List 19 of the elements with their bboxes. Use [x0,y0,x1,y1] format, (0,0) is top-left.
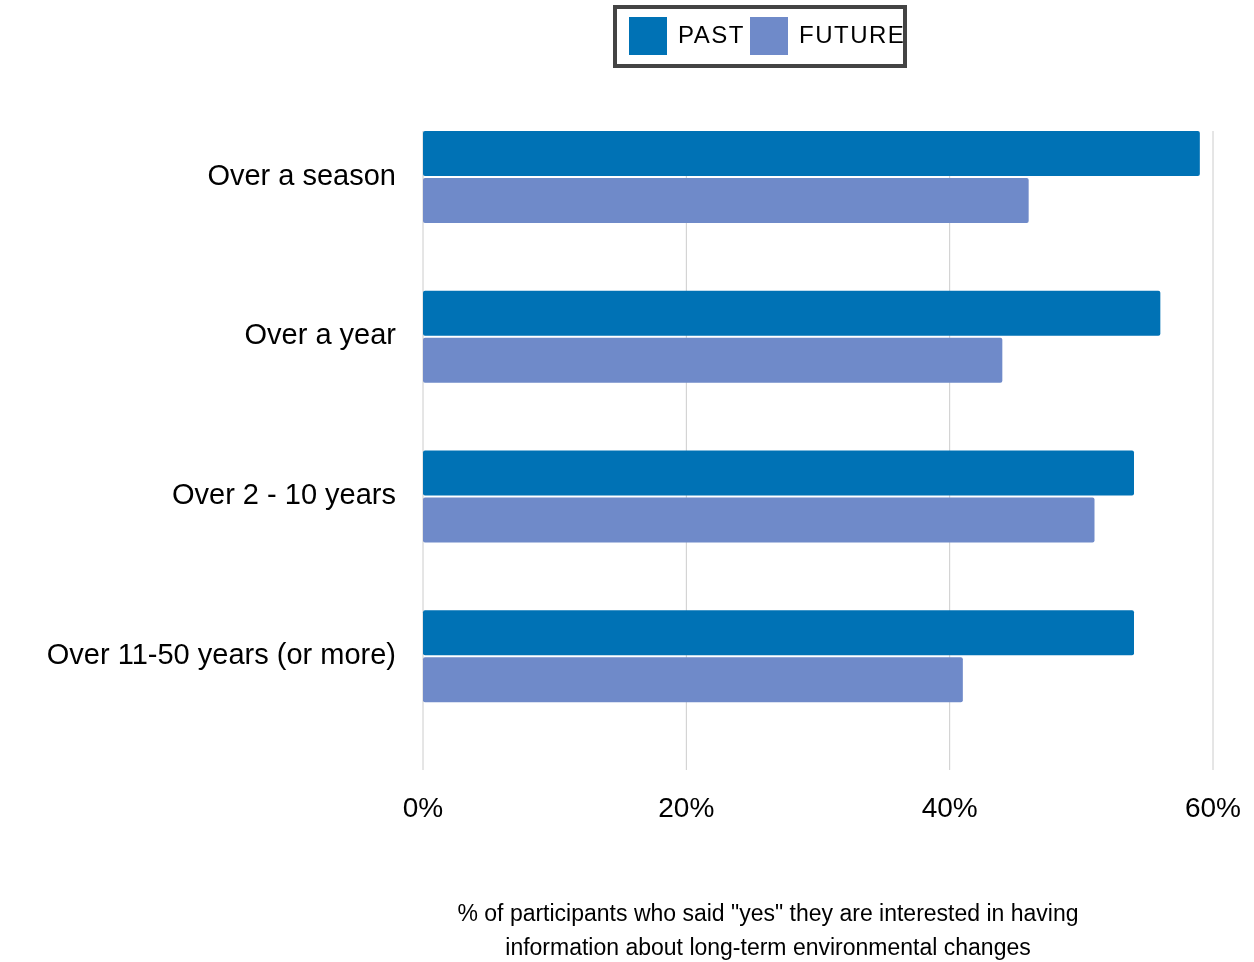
x-tick-label: 40% [921,792,978,823]
x-axis-title: % of participants who said "yes" they are interested in having information about long-term environmental changes [457,900,1079,960]
bar [423,337,1003,383]
y-tick-label: Over 2 - 10 years [171,478,396,511]
bar [423,290,1161,336]
legend-label: PAST [678,21,745,49]
legend-label: FUTURE [799,21,906,49]
bar [423,178,1029,223]
bar [423,497,1095,543]
y-tick-label: Over 11-50 years (or more) [46,637,396,670]
y-tick-label: Over a year [244,318,397,351]
y-tick-label: Over a season [207,158,396,191]
bar [423,610,1134,656]
x-tick-label: 20% [658,792,715,823]
bar [423,450,1134,496]
bar [423,131,1200,176]
x-tick-label: 60% [1184,792,1242,823]
x-tick-label: 0% [402,792,444,823]
bar [423,657,963,703]
